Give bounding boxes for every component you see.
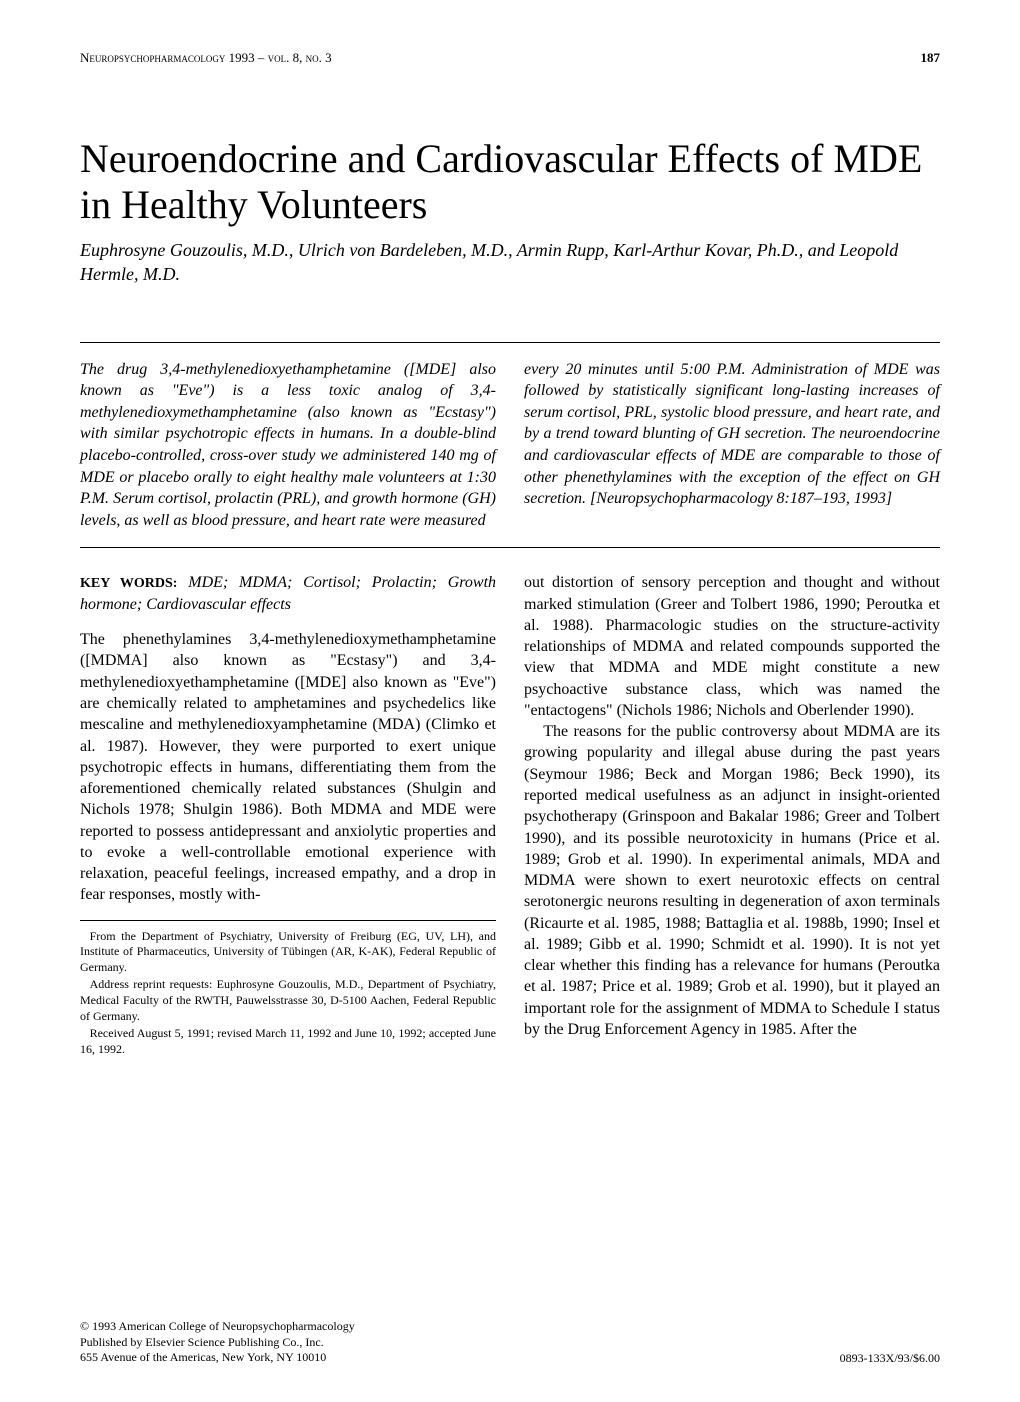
body-left-column: KEY WORDS: MDE; MDMA; Cortisol; Prolacti… <box>80 572 496 1059</box>
title-block: Neuroendocrine and Cardiovascular Effect… <box>80 136 940 228</box>
body-paragraph: The phenethylamines 3,4-methylenedioxyme… <box>80 629 496 905</box>
abstract: The drug 3,4-methylenedioxyethamphetamin… <box>80 359 940 532</box>
footnote: From the Department of Psychiatry, Unive… <box>80 929 496 976</box>
keywords: KEY WORDS: MDE; MDMA; Cortisol; Prolacti… <box>80 572 496 615</box>
author-line: Euphrosyne Gouzoulis, M.D., Ulrich von B… <box>80 238 940 287</box>
copyright-block: © 1993 American College of Neuropsychoph… <box>80 1319 355 1366</box>
horizontal-rule <box>80 547 940 548</box>
horizontal-rule <box>80 342 940 343</box>
journal-line: Neuropsychopharmacology 1993 – vol. 8, n… <box>80 50 332 66</box>
running-head: Neuropsychopharmacology 1993 – vol. 8, n… <box>80 50 940 66</box>
footnote: Address reprint requests: Euphrosyne Gou… <box>80 977 496 1024</box>
footnote-separator <box>80 920 496 921</box>
body-columns: KEY WORDS: MDE; MDMA; Cortisol; Prolacti… <box>80 572 940 1059</box>
page-number: 187 <box>921 50 941 66</box>
body-paragraph: out distortion of sensory perception and… <box>524 572 940 721</box>
publisher-line: Published by Elsevier Science Publishing… <box>80 1335 355 1351</box>
issn-price: 0893-133X/93/$6.00 <box>840 1351 940 1366</box>
footnote: Received August 5, 1991; revised March 1… <box>80 1026 496 1057</box>
abstract-left: The drug 3,4-methylenedioxyethamphetamin… <box>80 359 496 532</box>
footnotes: From the Department of Psychiatry, Unive… <box>80 929 496 1058</box>
article-title: Neuroendocrine and Cardiovascular Effect… <box>80 136 940 228</box>
keywords-label: KEY WORDS: <box>80 576 177 591</box>
copyright-line: © 1993 American College of Neuropsychoph… <box>80 1319 355 1335</box>
body-paragraph: The reasons for the public controversy a… <box>524 721 940 1040</box>
abstract-right: every 20 minutes until 5:00 P.M. Adminis… <box>524 359 940 532</box>
address-line: 655 Avenue of the Americas, New York, NY… <box>80 1350 355 1366</box>
body-right-column: out distortion of sensory perception and… <box>524 572 940 1059</box>
page-footer: © 1993 American College of Neuropsychoph… <box>80 1319 940 1366</box>
